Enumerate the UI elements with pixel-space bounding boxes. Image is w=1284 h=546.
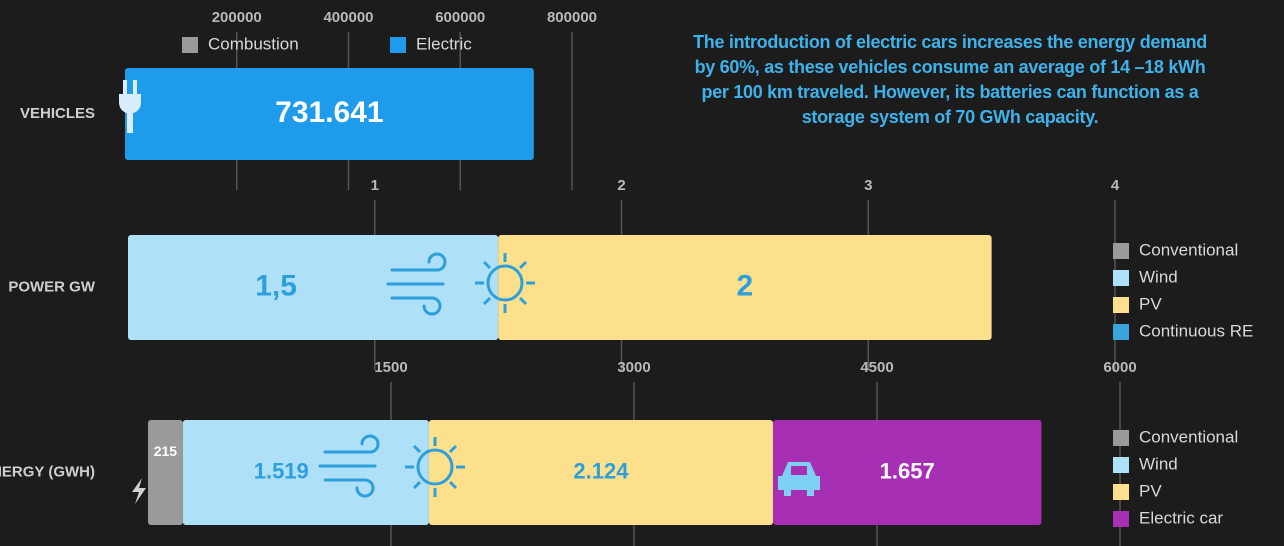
value-label: 1,5 (255, 269, 297, 302)
x-tick-label: 200000 (212, 9, 262, 26)
value-label: 2.124 (573, 458, 629, 483)
legend-swatch (1113, 457, 1129, 473)
legend-swatch (1113, 324, 1129, 340)
legend-swatch (1113, 430, 1129, 446)
legend-label: Continuous RE (1139, 321, 1253, 340)
x-tick-label: 4500 (860, 359, 893, 376)
x-tick-label: 3 (864, 177, 872, 194)
legend-swatch (390, 37, 406, 53)
legend-label: Electric (416, 34, 472, 53)
value-label: 1.657 (880, 458, 935, 483)
bar-segment (128, 235, 499, 340)
bar-segment (772, 420, 1042, 525)
annotation: The introduction of electric cars increa… (693, 32, 1207, 127)
legend-swatch (1113, 297, 1129, 313)
legend-label: Conventional (1139, 427, 1238, 446)
legend-label: Electric car (1139, 508, 1223, 527)
value-label: 215 (154, 443, 178, 459)
x-tick-label: 400000 (323, 9, 373, 26)
value-label: 731.641 (275, 96, 383, 129)
bar-segment (498, 235, 992, 340)
x-tick-label: 600000 (435, 9, 485, 26)
bar-segment (148, 420, 183, 525)
x-tick-label: 2 (617, 177, 625, 194)
legend-label: PV (1139, 481, 1162, 500)
bar-segment (428, 420, 773, 525)
x-tick-label: 1500 (374, 359, 407, 376)
x-tick-label: 1 (371, 177, 379, 194)
value-label: 1.519 (254, 458, 309, 483)
x-tick-label: 4 (1111, 177, 1120, 194)
legend-swatch (182, 37, 198, 53)
legend-swatch (1113, 243, 1129, 259)
legend-label: Combustion (208, 34, 299, 53)
value-label: 2 (737, 269, 754, 302)
legend-swatch (1113, 270, 1129, 286)
legend-label: PV (1139, 294, 1162, 313)
x-tick-label: 6000 (1103, 359, 1136, 376)
bar-segment (125, 68, 534, 160)
category-label: VEHICLES (20, 105, 95, 122)
category-label: ENERGY (GWH) (0, 463, 95, 480)
legend-swatch (1113, 511, 1129, 527)
x-tick-label: 800000 (547, 9, 597, 26)
legend-label: Wind (1139, 454, 1178, 473)
category-label: POWER GW (8, 278, 96, 295)
x-tick-label: 3000 (617, 359, 650, 376)
legend-label: Conventional (1139, 240, 1238, 259)
legend-label: Wind (1139, 267, 1178, 286)
legend-swatch (1113, 484, 1129, 500)
